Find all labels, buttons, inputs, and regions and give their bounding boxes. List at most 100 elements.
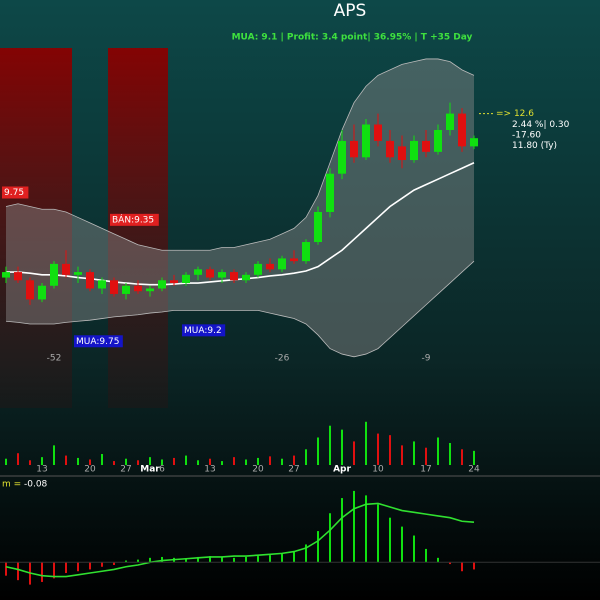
oscillator-bar: [425, 548, 427, 563]
oscillator-bar: [77, 562, 79, 572]
candle-body: [38, 285, 46, 300]
candle-body: [314, 211, 322, 243]
volume-bar: [389, 435, 391, 465]
candle-body: [398, 146, 406, 161]
signal-box: [74, 335, 123, 348]
candle-body: [410, 140, 418, 161]
candle-body: [194, 269, 202, 275]
oscillator-bar: [89, 562, 91, 570]
volume-bar: [137, 460, 139, 465]
x-tick-label: 20: [252, 465, 264, 475]
candle-body: [470, 138, 478, 147]
oscillator-bar: [209, 556, 211, 563]
info-line: -17.60: [512, 131, 541, 141]
candle-body: [158, 280, 166, 289]
cycle-label: -52: [47, 354, 62, 364]
oscillator-bar: [113, 562, 115, 565]
volume-bar: [425, 447, 427, 465]
target-label: => 12.6: [496, 109, 534, 119]
oscillator-bar: [293, 551, 295, 563]
candle-body: [122, 285, 130, 294]
oscillator-bar: [353, 490, 355, 563]
volume-bar: [365, 421, 367, 465]
oscillator-bar: [269, 555, 271, 563]
candle-body: [266, 263, 274, 270]
candle-body: [14, 272, 22, 281]
volume-bar: [41, 457, 43, 465]
chart-subtitle: MUA: 9.1 | Profit: 3.4 point| 36.95% | T…: [232, 33, 473, 43]
candle-body: [242, 274, 250, 281]
x-tick-label: 27: [288, 465, 299, 475]
signal-label: MUA:9.2: [184, 326, 222, 336]
oscillator-bar: [125, 560, 127, 563]
oscillator-bar: [377, 504, 379, 563]
oscillator-bar: [461, 562, 463, 572]
volume-bar: [257, 457, 259, 465]
volume-bar: [317, 437, 319, 465]
candle-body: [86, 272, 94, 289]
candle-body: [434, 129, 442, 152]
oscillator-bar: [149, 557, 151, 563]
oscillator-bar: [365, 495, 367, 563]
oscillator-bar: [17, 562, 19, 581]
volume-bar: [53, 445, 55, 465]
candle-body: [110, 280, 118, 294]
oscillator-bar: [473, 562, 475, 570]
info-line: 11.80 (Ty): [512, 141, 557, 151]
x-tick-label: 13: [36, 465, 47, 475]
signal-label: MUA:9.75: [76, 337, 119, 347]
candle-body: [146, 288, 154, 292]
info-line: 2.44 %| 0.30: [512, 120, 570, 130]
oscillator-bar: [233, 557, 235, 563]
volume-bar: [401, 445, 403, 465]
volume-bar: [29, 460, 31, 465]
oscillator-bar: [305, 544, 307, 563]
shaded-period: [108, 48, 168, 408]
candle-body: [422, 140, 430, 152]
candle-body: [62, 263, 70, 275]
volume-bar: [461, 449, 463, 465]
volume-bar: [125, 458, 127, 465]
volume-bar: [5, 458, 7, 465]
signal-box: [2, 186, 29, 199]
candle-body: [254, 263, 262, 275]
candle-body: [134, 285, 142, 292]
shaded-period: [0, 48, 72, 408]
volume-bar: [173, 457, 175, 465]
signal-label: 9.75: [4, 188, 24, 198]
oscillator-bar: [137, 559, 139, 563]
oscillator-bar: [389, 517, 391, 563]
volume-bar: [197, 460, 199, 465]
x-tick-label: 13: [204, 465, 215, 475]
oscillator-bar: [197, 556, 199, 563]
candle-body: [230, 272, 238, 281]
volume-bar: [233, 457, 235, 465]
volume-bar: [185, 455, 187, 465]
x-tick-label: 6: [159, 465, 165, 475]
oscillator-bar: [41, 562, 43, 582]
volume-bar: [269, 456, 271, 465]
volume-bar: [149, 457, 151, 465]
volume-bar: [377, 433, 379, 465]
candle-body: [302, 242, 310, 262]
volume-bar: [221, 461, 223, 465]
candle-body: [290, 258, 298, 262]
oscillator-bar: [65, 562, 67, 574]
volume-bar: [65, 455, 67, 465]
candle-body: [98, 280, 106, 289]
volume-bar: [353, 441, 355, 465]
oscillator-bar: [437, 557, 439, 563]
candle-body: [278, 258, 286, 270]
oscillator-bar: [401, 526, 403, 563]
candle-body: [50, 263, 58, 286]
oscillator-bar: [257, 556, 259, 563]
candle-body: [326, 173, 334, 212]
candle-body: [170, 280, 178, 284]
volume-bar: [17, 453, 19, 465]
chart-title: APS: [334, 1, 367, 21]
oscillator-bar: [329, 513, 331, 563]
volume-bar: [89, 459, 91, 465]
cycle-label: -26: [275, 354, 290, 364]
